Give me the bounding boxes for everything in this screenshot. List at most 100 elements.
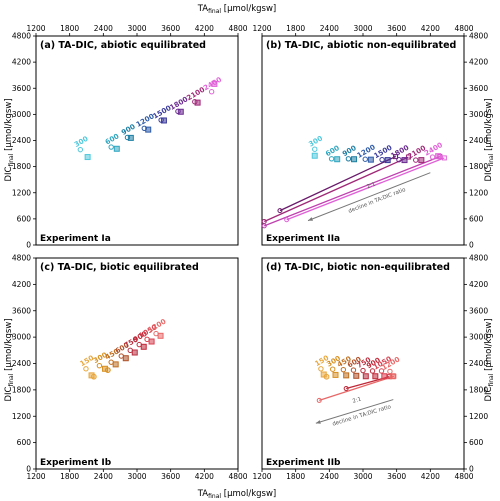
data-point <box>350 367 357 373</box>
y-tick-label: 3000 <box>12 110 31 119</box>
data-point <box>360 367 366 374</box>
y-tick-label: 0 <box>469 465 474 474</box>
data-point <box>177 108 184 115</box>
data-point <box>112 361 119 368</box>
y-tick-label: 4800 <box>469 254 488 263</box>
y-tick-label: 0 <box>26 241 31 250</box>
y-tick-label: 4800 <box>469 32 488 41</box>
plot-frame <box>35 35 239 246</box>
panel-title: (a) TA-DIC, abiotic equilibrated <box>40 40 206 51</box>
series-line <box>319 375 395 402</box>
y-tick-label: 4200 <box>12 58 31 67</box>
plot-frame <box>35 257 239 470</box>
y-tick-label: 600 <box>17 214 32 223</box>
panel-title: (b) TA-DIC, abiotic non-equilibrated <box>266 40 456 51</box>
x-tick-label: 1200 <box>252 24 271 33</box>
x-tick-label: 2400 <box>94 472 113 481</box>
ratio-arrow <box>315 399 394 424</box>
y-tick-label: 4800 <box>12 32 31 41</box>
series-line <box>263 156 409 223</box>
y-tick-label: 3600 <box>469 84 488 93</box>
ratio-arrow-head <box>315 420 321 424</box>
data-point <box>378 368 385 374</box>
series-label: 900 <box>341 144 358 158</box>
ratio-annotation: 2:1 <box>352 396 362 404</box>
data-point <box>148 338 155 345</box>
ratio-arrow-head <box>308 217 314 221</box>
data-point <box>208 89 215 95</box>
data-point <box>194 99 201 106</box>
right-y-axis-label-top: DICfinal [μmol/kgsw] <box>484 98 495 181</box>
data-point <box>157 332 164 339</box>
data-point <box>122 355 129 362</box>
series-line <box>264 156 441 227</box>
series-label: 600 <box>104 132 121 146</box>
data-point <box>90 373 97 380</box>
line-endpoint-marker <box>277 208 283 214</box>
ratio-annotation: decline in TA:DIC ratio <box>348 187 407 215</box>
line-endpoint-marker <box>284 217 290 223</box>
data-point <box>131 349 138 356</box>
data-point <box>429 154 436 160</box>
y-tick-label: 1200 <box>469 188 488 197</box>
y-tick-label: 3600 <box>469 306 488 315</box>
x-tick-label: 1800 <box>60 24 79 33</box>
series-label: 900 <box>120 123 137 137</box>
data-point <box>340 366 347 373</box>
data-point <box>379 156 385 163</box>
x-tick-label: 4800 <box>228 24 247 33</box>
y-tick-label: 4200 <box>469 280 488 289</box>
y-tick-label: 1800 <box>469 162 488 171</box>
data-point <box>418 157 425 164</box>
bottom-x-axis-label: TAfinal [μmol/kgsw] <box>197 489 276 500</box>
y-tick-label: 1800 <box>12 162 31 171</box>
line-endpoint-marker <box>316 397 322 403</box>
data-point <box>369 368 376 374</box>
left-y-axis-label-bottom: DICfinal [μmol/kgsw] <box>4 318 15 401</box>
data-point <box>127 134 134 141</box>
data-point <box>113 145 120 152</box>
data-point <box>104 367 111 373</box>
data-point <box>323 373 330 380</box>
x-tick-label: 3000 <box>127 24 146 33</box>
data-point <box>387 368 393 375</box>
x-tick-label: 4200 <box>421 24 440 33</box>
data-point <box>77 146 84 153</box>
data-point <box>328 156 335 162</box>
data-point <box>362 156 368 162</box>
x-tick-label: 4200 <box>421 472 440 481</box>
y-tick-label: 1200 <box>469 412 488 421</box>
ratio-annotation: 2:1 <box>366 182 376 191</box>
data-point <box>413 157 419 163</box>
x-tick-label: 1200 <box>26 472 45 481</box>
x-tick-label: 1800 <box>286 472 305 481</box>
x-tick-label: 3000 <box>353 472 372 481</box>
data-point <box>84 154 91 161</box>
y-tick-label: 2400 <box>469 359 488 368</box>
y-tick-label: 2400 <box>12 359 31 368</box>
y-tick-label: 2400 <box>469 136 488 145</box>
y-tick-label: 0 <box>469 241 474 250</box>
series-label: 600 <box>324 144 341 158</box>
panel-a: 1200 1800 2400 3000 3600 4200 4800 0 600 1200 1800… <box>12 24 248 250</box>
data-point <box>332 371 339 378</box>
x-tick-label: 3600 <box>387 472 406 481</box>
data-point <box>435 153 442 160</box>
x-tick-label: 4200 <box>195 472 214 481</box>
series-label: 300 <box>73 135 90 149</box>
series-line <box>279 156 396 212</box>
y-tick-label: 4200 <box>469 58 488 67</box>
data-point <box>311 152 318 159</box>
y-tick-label: 0 <box>26 465 31 474</box>
panel-c: 1200 1800 2400 3000 3600 4200 4800 0 600 1200 1800… <box>12 254 248 482</box>
y-tick-label: 1800 <box>469 385 488 394</box>
x-tick-label: 2400 <box>320 472 339 481</box>
data-point <box>345 156 352 162</box>
data-point <box>384 157 391 164</box>
data-point <box>160 117 167 124</box>
data-point <box>96 362 103 369</box>
y-tick-label: 600 <box>17 438 32 447</box>
x-tick-label: 4200 <box>195 24 214 33</box>
y-tick-label: 1800 <box>12 385 31 394</box>
